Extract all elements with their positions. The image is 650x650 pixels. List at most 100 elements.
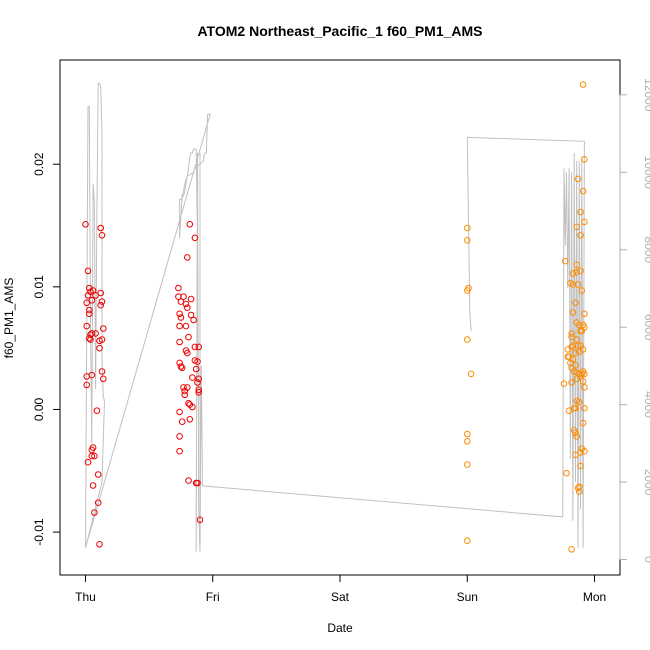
data-point <box>189 374 196 381</box>
x-axis-label: Date <box>327 621 353 635</box>
data-point <box>86 306 93 314</box>
data-point <box>568 330 575 337</box>
x-tick-label: Sun <box>457 590 478 604</box>
data-point <box>568 546 575 553</box>
data-point <box>83 299 90 307</box>
data-point <box>464 438 471 445</box>
data-point <box>88 297 96 304</box>
data-point <box>195 343 202 351</box>
y2-tick-label: 0 <box>642 556 650 563</box>
x-tick-label: Mon <box>583 590 606 604</box>
y2-tick-label: 6000 <box>642 314 650 341</box>
y-tick-label: 0.02 <box>32 152 46 176</box>
data-point <box>98 368 106 375</box>
data-point <box>82 221 89 228</box>
data-point <box>177 363 185 370</box>
data-point <box>569 270 577 277</box>
data-point <box>464 537 471 545</box>
data-point <box>572 349 579 357</box>
chart-title: ATOM2 Northeast_Pacific_1 f60_PM1_AMS <box>197 23 482 39</box>
y-axis-right: 0 2000 4000 6000 8000 10000 12000 <box>619 78 650 563</box>
data-point <box>581 384 588 391</box>
data-point <box>573 261 581 269</box>
data-point <box>89 444 97 451</box>
data-point <box>569 342 577 350</box>
data-point <box>186 416 194 423</box>
data-point <box>88 330 96 337</box>
data-point <box>96 344 103 352</box>
data-point <box>576 321 583 329</box>
data-point <box>97 301 104 309</box>
data-point <box>573 268 581 276</box>
data-point <box>100 375 107 383</box>
data-point <box>569 309 577 316</box>
y2-tick-label: 4000 <box>642 391 650 418</box>
data-point <box>565 407 573 415</box>
data-point <box>185 333 192 341</box>
data-point <box>572 362 579 369</box>
data-point <box>100 325 107 332</box>
data-point <box>572 404 579 412</box>
data-point <box>191 343 199 351</box>
data-point <box>189 403 196 411</box>
data-point <box>573 223 581 231</box>
y-tick-label: 0.00 <box>32 397 46 421</box>
y-tick-label: 0.01 <box>32 275 46 299</box>
data-point <box>464 336 471 343</box>
data-point <box>86 310 93 318</box>
data-point <box>568 333 575 341</box>
data-point <box>581 324 588 331</box>
data-point <box>569 281 577 288</box>
data-point <box>180 293 187 301</box>
data-point <box>91 452 98 460</box>
data-point <box>88 452 96 460</box>
data-point <box>568 379 575 386</box>
data-point <box>181 391 188 399</box>
data-point <box>176 359 183 367</box>
data-point <box>467 370 475 378</box>
data-point <box>573 336 581 343</box>
y-axis-left: -0.01 0.00 0.01 0.02 <box>32 152 61 546</box>
series-point-layer <box>82 81 588 553</box>
data-point <box>178 364 186 372</box>
data-point <box>576 488 583 495</box>
data-point <box>578 287 586 294</box>
x-tick-label: Fri <box>206 590 220 604</box>
data-point <box>191 234 199 242</box>
data-point <box>194 379 201 386</box>
data-point <box>568 343 575 351</box>
data-point <box>177 298 185 305</box>
data-point <box>581 404 588 412</box>
data-point <box>98 336 106 343</box>
data-point <box>560 380 568 388</box>
data-point <box>464 237 471 244</box>
data-point <box>577 267 584 275</box>
x-axis: Thu Fri Sat Sun Mon <box>75 574 606 604</box>
data-point <box>83 322 90 330</box>
x-tick-label: Sat <box>331 590 350 604</box>
data-point <box>579 378 587 385</box>
data-point <box>563 469 570 477</box>
data-point <box>94 471 102 478</box>
data-point <box>195 386 202 394</box>
data-point <box>574 342 582 350</box>
y2-tick-label: 10000 <box>642 156 650 190</box>
data-point <box>84 267 92 275</box>
data-point <box>185 400 192 407</box>
data-point <box>180 384 187 391</box>
data-point <box>579 187 587 195</box>
data-point <box>465 284 472 292</box>
data-point <box>92 292 99 299</box>
data-point <box>577 462 584 470</box>
data-point <box>464 430 471 438</box>
data-point <box>186 221 194 228</box>
data-point <box>187 311 195 319</box>
data-point <box>97 289 104 297</box>
data-point <box>176 322 183 330</box>
data-point <box>574 175 582 183</box>
data-point <box>91 509 98 516</box>
data-point <box>185 477 192 484</box>
data-point <box>184 254 191 261</box>
data-point <box>88 371 96 379</box>
